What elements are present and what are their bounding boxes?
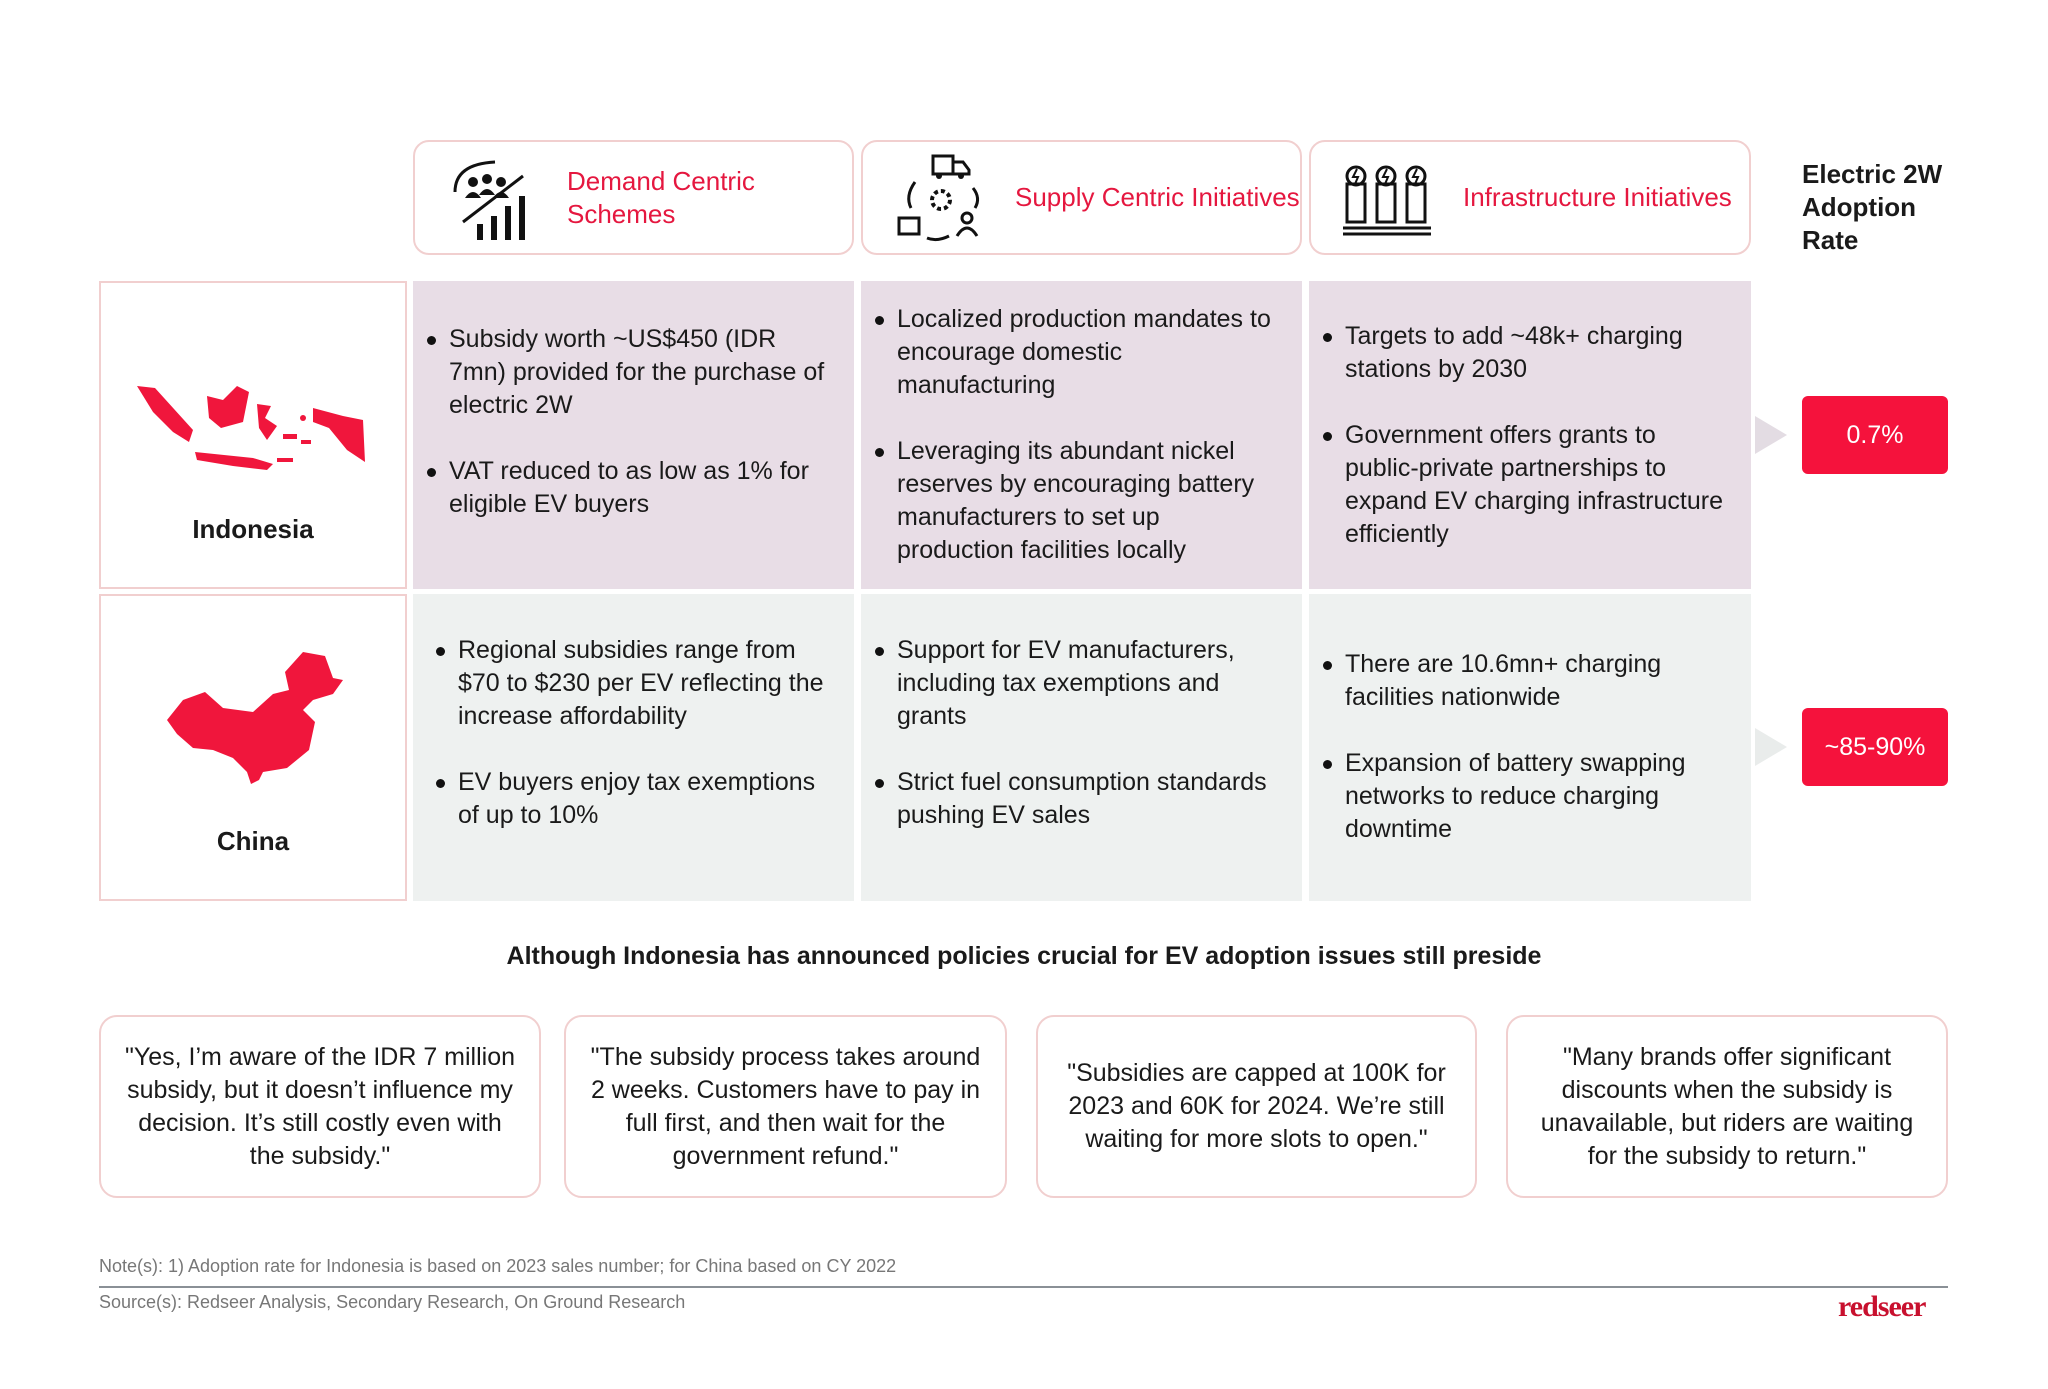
adoption-rate-badge: ~85-90% [1802, 708, 1948, 786]
list-item: Targets to add ~48k+ charging stations b… [1323, 320, 1731, 386]
charging-stations-icon [1343, 165, 1431, 235]
country-cell-china: China [99, 594, 407, 901]
header-demand-centric: Demand Centric Schemes [413, 140, 854, 255]
list-item: Support for EV manufacturers, including … [875, 634, 1282, 733]
quote-card: "Subsidies are capped at 100K for 2023 a… [1036, 1015, 1477, 1198]
quote-card: "Yes, I’m aware of the IDR 7 million sub… [99, 1015, 541, 1198]
adoption-rate-header: Electric 2W Adoption Rate [1802, 159, 1943, 255]
column-title: Supply Centric Initiatives [1015, 182, 1300, 212]
list-item: Expansion of battery swapping networks t… [1323, 747, 1731, 846]
adoption-rate-badge: 0.7% [1802, 396, 1948, 474]
redseer-logo: redseer [1838, 1290, 1926, 1323]
supply-chain-cycle-icon [897, 154, 980, 241]
country-name: China [216, 826, 290, 856]
indonesia-demand-cell: Subsidy worth ~US$450 (IDR 7mn) provided… [413, 281, 854, 589]
people-growth-chart-icon [453, 160, 525, 240]
quote-card: "The subsidy process takes around 2 week… [564, 1015, 1007, 1198]
indonesia-infra-cell: Targets to add ~48k+ charging stations b… [1309, 281, 1751, 589]
header-supply-centric: Supply Centric Initiatives [861, 140, 1302, 255]
china-demand-cell: Regional subsidies range from $70 to $23… [413, 594, 854, 901]
china-map-icon [167, 652, 343, 784]
list-item: Strict fuel consumption standards pushin… [875, 766, 1282, 832]
list-item: There are 10.6mn+ charging facilities na… [1323, 648, 1731, 714]
indonesia-map-icon [137, 386, 365, 470]
list-item: Subsidy worth ~US$450 (IDR 7mn) provided… [427, 323, 834, 422]
list-item: Regional subsidies range from $70 to $23… [436, 634, 834, 733]
footnote: Note(s): 1) Adoption rate for Indonesia … [99, 1256, 897, 1276]
indonesia-supply-cell: Localized production mandates to encoura… [861, 281, 1302, 589]
list-item: Government offers grants to public-priva… [1323, 419, 1731, 551]
china-supply-cell: Support for EV manufacturers, including … [861, 594, 1302, 901]
column-title: Demand Centric Schemes [567, 165, 755, 229]
china-infra-cell: There are 10.6mn+ charging facilities na… [1309, 594, 1751, 901]
headline: Although Indonesia has announced policie… [506, 942, 1542, 970]
arrow-icon [1755, 416, 1787, 454]
list-item: EV buyers enjoy tax exemptions of up to … [436, 766, 834, 832]
country-cell-indonesia: Indonesia [99, 281, 407, 589]
list-item: VAT reduced to as low as 1% for eligible… [427, 455, 834, 521]
divider [99, 1286, 1948, 1288]
column-title: Infrastructure Initiatives [1463, 182, 1732, 212]
country-name: Indonesia [192, 514, 314, 544]
header-infrastructure: Infrastructure Initiatives [1309, 140, 1751, 255]
arrow-icon [1755, 728, 1787, 766]
list-item: Leveraging its abundant nickel reserves … [875, 435, 1282, 567]
quote-card: "Many brands offer significant discounts… [1506, 1015, 1948, 1198]
source-note: Source(s): Redseer Analysis, Secondary R… [99, 1292, 686, 1312]
list-item: Localized production mandates to encoura… [875, 303, 1282, 402]
